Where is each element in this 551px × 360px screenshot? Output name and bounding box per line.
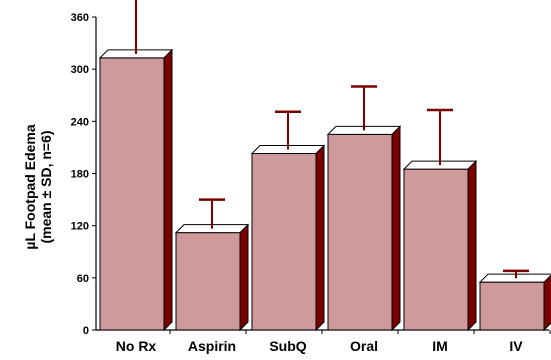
- y-tick-label-180: 180: [71, 169, 89, 181]
- bar-front-iv: [479, 281, 545, 331]
- y-tick-labels: 0 60 120 180 240 300 360: [71, 12, 89, 337]
- bar-front-subq: [251, 153, 317, 331]
- y-tick-label-360: 360: [71, 12, 89, 24]
- bar-side-aspirin: [239, 223, 249, 332]
- bar-side-subq: [315, 144, 325, 332]
- x-tick-labels: No Rx Aspirin SubQ Oral IM IV: [116, 338, 523, 354]
- error-bars: [135, 0, 529, 279]
- x-tick-label-no-rx: No Rx: [116, 338, 157, 354]
- x-tick-label-aspirin: Aspirin: [188, 338, 236, 354]
- bar-front-no-rx: [99, 57, 165, 331]
- bar-side-oral: [391, 125, 401, 332]
- x-tick-label-subq: SubQ: [269, 338, 306, 354]
- y-tick-label-60: 60: [77, 273, 89, 285]
- bar-front-oral: [327, 133, 393, 331]
- bar-side-iv: [543, 274, 551, 332]
- y-axis-title-line-1: µL Footpad Edema: [22, 124, 38, 249]
- bar-side-no-rx: [163, 48, 173, 332]
- y-tick-label-300: 300: [71, 64, 89, 76]
- bar-front-im: [403, 168, 469, 331]
- y-tick-label-120: 120: [71, 221, 89, 233]
- x-tick-label-im: IM: [432, 338, 448, 354]
- y-tick-label-0: 0: [83, 325, 89, 337]
- y-axis-title: µL Footpad Edema (mean ± SD, n=6): [22, 124, 54, 249]
- axes: [92, 16, 551, 334]
- y-tick-label-240: 240: [71, 116, 89, 128]
- x-tick-label-oral: Oral: [350, 338, 378, 354]
- y-axis-title-line-2: (mean ± SD, n=6): [38, 130, 54, 243]
- x-tick-label-iv: IV: [509, 338, 523, 354]
- bar-front-aspirin: [175, 232, 241, 331]
- bar-side-im: [467, 159, 477, 332]
- bars: [98, 48, 551, 332]
